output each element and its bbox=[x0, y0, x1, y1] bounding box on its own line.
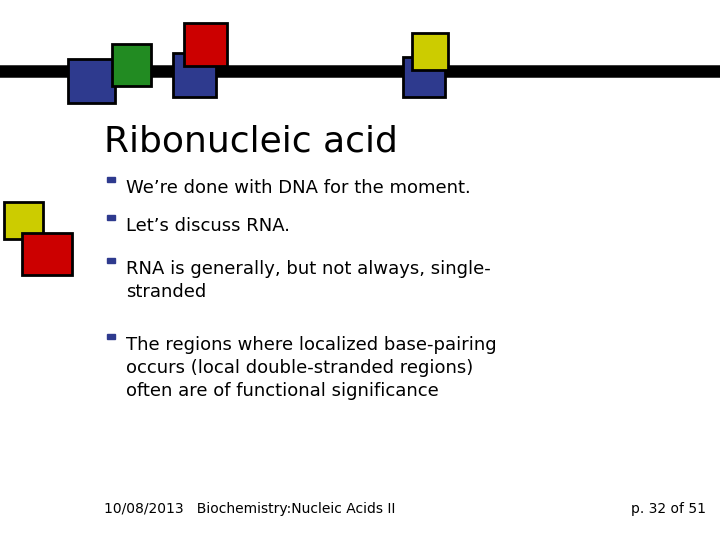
Text: We’re done with DNA for the moment.: We’re done with DNA for the moment. bbox=[126, 179, 471, 197]
FancyBboxPatch shape bbox=[403, 57, 445, 97]
Text: Ribonucleic acid: Ribonucleic acid bbox=[104, 124, 398, 158]
FancyBboxPatch shape bbox=[4, 202, 43, 239]
FancyBboxPatch shape bbox=[22, 233, 72, 275]
Text: Let’s discuss RNA.: Let’s discuss RNA. bbox=[126, 217, 290, 235]
Text: RNA is generally, but not always, single-
stranded: RNA is generally, but not always, single… bbox=[126, 260, 491, 301]
FancyBboxPatch shape bbox=[412, 33, 448, 70]
FancyBboxPatch shape bbox=[107, 177, 115, 182]
FancyBboxPatch shape bbox=[107, 258, 115, 263]
Text: The regions where localized base-pairing
occurs (local double-stranded regions)
: The regions where localized base-pairing… bbox=[126, 336, 497, 400]
Text: p. 32 of 51: p. 32 of 51 bbox=[631, 502, 706, 516]
FancyBboxPatch shape bbox=[112, 44, 151, 86]
FancyBboxPatch shape bbox=[184, 23, 227, 66]
Text: 10/08/2013   Biochemistry:Nucleic Acids II: 10/08/2013 Biochemistry:Nucleic Acids II bbox=[104, 502, 396, 516]
FancyBboxPatch shape bbox=[173, 53, 216, 97]
FancyBboxPatch shape bbox=[68, 59, 115, 103]
FancyBboxPatch shape bbox=[107, 215, 115, 220]
FancyBboxPatch shape bbox=[107, 334, 115, 339]
